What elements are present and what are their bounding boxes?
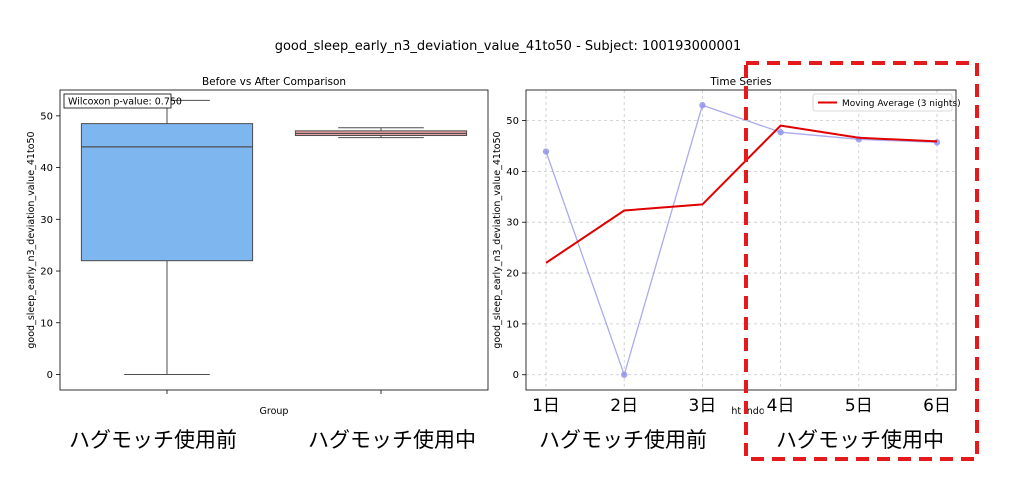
box-plot-ytick-label: 20 <box>40 267 53 278</box>
time-series-ytick-label: 0 <box>513 370 519 381</box>
day-label-mask <box>529 393 563 415</box>
caption-right-before: ハグモッチ使用前 <box>539 428 707 452</box>
time-series-ylabel: good_sleep_early_n3_deviation_value_41to… <box>492 131 503 348</box>
time-series-lines <box>542 102 941 378</box>
time-series-ytick-label: 50 <box>506 116 519 127</box>
day-tick-label: 1日 <box>532 396 560 416</box>
time-series-yticks: 0 10 20 30 40 50 <box>506 116 526 381</box>
wilcoxon-annotation-box <box>63 93 172 109</box>
box-plot-axes-frame <box>59 89 489 391</box>
caption-left-before: ハグモッチ使用前 <box>69 428 237 452</box>
box-plot-yticks: 0 10 20 30 40 50 <box>40 111 60 381</box>
raw-value-point <box>621 371 628 378</box>
time-series-ytick-label: 20 <box>506 269 519 280</box>
box-iqr-rect <box>80 123 254 262</box>
box-plot-title: Before vs After Comparison <box>202 76 346 88</box>
box-plot-ylabel: good_sleep_early_n3_deviation_value_41to… <box>26 131 37 348</box>
box-plot-xlabel: Group <box>260 406 289 417</box>
time-series-ytick-label: 30 <box>506 218 519 229</box>
time-series-ytick-label: 40 <box>506 167 519 178</box>
caption-right-during: ハグモッチ使用中 <box>776 428 944 452</box>
raw-values-line <box>545 104 938 377</box>
raw-value-point <box>933 139 941 146</box>
wilcoxon-annotation-text: Wilcoxon p-value: 0.750 <box>68 97 182 108</box>
moving-average-line <box>545 124 938 264</box>
wilcoxon-annotation: Wilcoxon p-value: 0.750 <box>63 93 182 109</box>
box-plot-ytick-label: 40 <box>40 163 53 174</box>
day-tick-label: 2日 <box>610 396 638 416</box>
day-label-mask <box>763 393 798 415</box>
time-series-legend: Moving Average (3 nights) <box>812 93 961 112</box>
raw-value-point <box>699 102 706 109</box>
box-plot-boxes <box>80 99 468 394</box>
time-series-axes-frame <box>525 89 957 391</box>
day-label-mask <box>685 393 720 415</box>
time-series-chart: Time Series good_sleep_early_n3_deviatio… <box>492 76 961 417</box>
highlight-dashed-box <box>744 61 979 461</box>
time-series-xticks: 1日 2日 3日 4日 5日 6日 <box>529 393 954 416</box>
day-label-mask <box>920 393 954 415</box>
caption-left-during: ハグモッチ使用中 <box>308 428 476 452</box>
day-label-mask <box>607 393 642 415</box>
box-plot-ytick-label: 50 <box>40 111 53 122</box>
time-series-xlabel-partial: ht indo <box>731 406 764 417</box>
time-series-grid <box>526 90 956 390</box>
day-label-mask <box>841 393 876 415</box>
day-tick-label: 5日 <box>845 396 873 416</box>
day-tick-label: 4日 <box>767 396 795 416</box>
time-series-title: Time Series <box>709 76 771 88</box>
legend-label-moving-average: Moving Average (3 nights) <box>842 99 961 109</box>
day-tick-label: 6日 <box>923 396 951 416</box>
box-plot-ytick-label: 0 <box>47 370 53 381</box>
day-tick-label: 3日 <box>688 396 716 416</box>
box-plot-ytick-label: 30 <box>40 215 53 226</box>
legend-frame <box>812 93 953 112</box>
box-plot-chart: Before vs After Comparison good_sleep_ea… <box>26 76 489 417</box>
figure-suptitle: good_sleep_early_n3_deviation_value_41to… <box>275 39 742 54</box>
box-plot-ytick-label: 10 <box>40 318 53 329</box>
raw-value-point <box>542 148 550 155</box>
time-series-ytick-label: 10 <box>506 319 519 330</box>
raw-value-point <box>777 129 784 136</box>
